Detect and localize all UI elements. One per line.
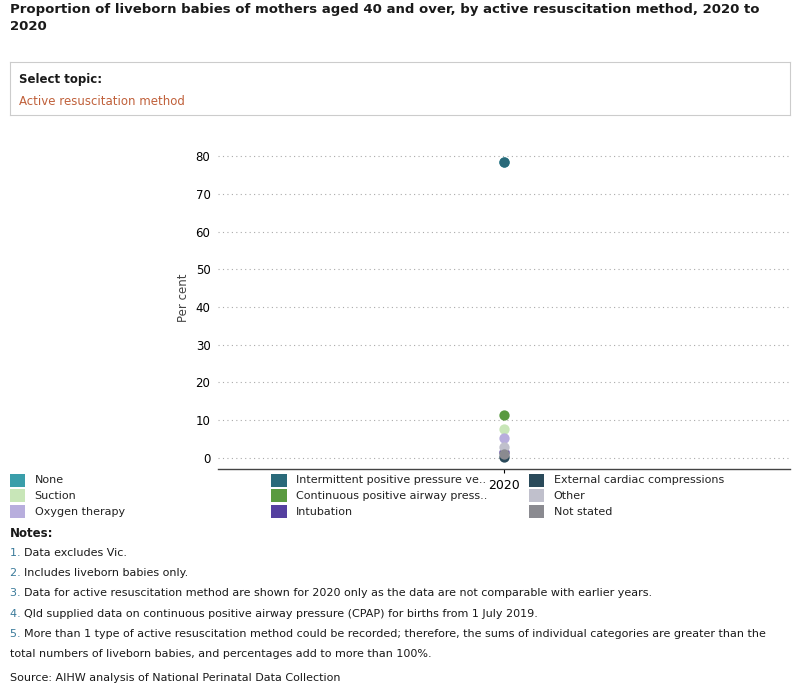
Bar xyxy=(10,489,26,503)
Text: 1.: 1. xyxy=(10,548,24,558)
Text: Active resuscitation method: Active resuscitation method xyxy=(19,95,185,108)
Text: babies: babies xyxy=(46,236,180,270)
Text: 5.: 5. xyxy=(10,629,24,639)
Text: Source: AIHW analysis of National Perinatal Data Collection: Source: AIHW analysis of National Perina… xyxy=(10,673,340,683)
Text: Continuous positive airway press..: Continuous positive airway press.. xyxy=(296,491,487,500)
Bar xyxy=(10,505,26,519)
Point xyxy=(498,156,510,167)
Text: Data for active resuscitation method are shown for 2020 only as the data are not: Data for active resuscitation method are… xyxy=(24,588,652,598)
Point xyxy=(498,447,510,458)
Text: 4.: 4. xyxy=(10,608,24,619)
Y-axis label: Per cent: Per cent xyxy=(177,273,190,322)
Text: Oxygen therapy: Oxygen therapy xyxy=(34,507,125,517)
Point xyxy=(498,433,510,444)
Point xyxy=(498,451,510,462)
Text: Data excludes Vic.: Data excludes Vic. xyxy=(24,548,126,558)
Point xyxy=(498,156,510,167)
Text: 2.: 2. xyxy=(10,568,24,578)
Text: (13,481 babies in 2020): (13,481 babies in 2020) xyxy=(42,360,184,372)
Text: 4.6% of: 4.6% of xyxy=(60,196,166,220)
Text: Notes:: Notes: xyxy=(10,528,53,540)
Text: Other: Other xyxy=(554,491,586,500)
Text: Includes liveborn babies only.: Includes liveborn babies only. xyxy=(24,568,188,578)
Point xyxy=(498,442,510,453)
Text: None: None xyxy=(34,475,64,485)
Bar xyxy=(10,474,26,487)
Bar xyxy=(271,505,286,519)
Text: were born to mothers
aged 40 and over: were born to mothers aged 40 and over xyxy=(23,290,203,326)
Point xyxy=(498,424,510,435)
Text: Qld supplied data on continuous positive airway pressure (CPAP) for births from : Qld supplied data on continuous positive… xyxy=(24,608,538,619)
Text: total numbers of liveborn babies, and percentages add to more than 100%.: total numbers of liveborn babies, and pe… xyxy=(10,649,431,659)
Bar xyxy=(529,474,545,487)
Text: Proportion of liveborn babies of mothers aged 40 and over, by active resuscitati: Proportion of liveborn babies of mothers… xyxy=(10,3,759,33)
Text: External cardiac compressions: External cardiac compressions xyxy=(554,475,724,485)
Text: Intubation: Intubation xyxy=(296,507,354,517)
Bar xyxy=(271,474,286,487)
Text: Intermittent positive pressure ve..: Intermittent positive pressure ve.. xyxy=(296,475,486,485)
Bar xyxy=(529,505,545,519)
Bar xyxy=(271,489,286,503)
Text: Select topic:: Select topic: xyxy=(19,73,102,86)
Text: More than 1 type of active resuscitation method could be recorded; therefore, th: More than 1 type of active resuscitation… xyxy=(24,629,766,639)
Point xyxy=(498,410,510,421)
Text: Not stated: Not stated xyxy=(554,507,612,517)
Text: 3.: 3. xyxy=(10,588,24,598)
Text: Suction: Suction xyxy=(34,491,76,500)
Point xyxy=(498,448,510,459)
Bar xyxy=(529,489,545,503)
